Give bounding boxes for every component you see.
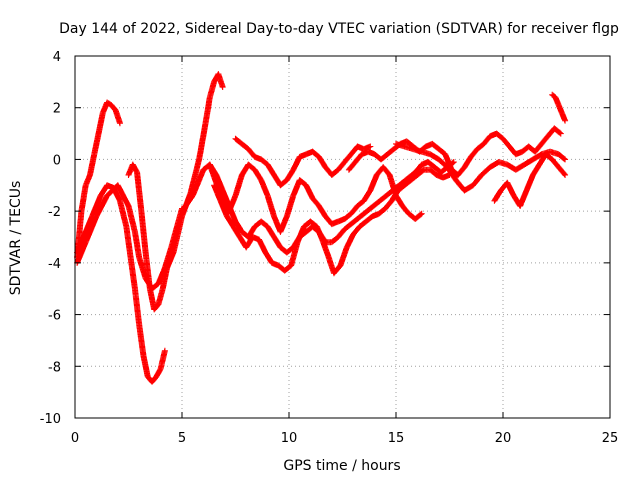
data-layer <box>74 71 569 385</box>
y-tick-label: 2 <box>53 102 61 117</box>
series-track-markers <box>492 152 568 208</box>
series-2 <box>74 182 168 385</box>
y-tick-label: -2 <box>48 205 61 220</box>
series-track-markers <box>233 136 373 188</box>
ticks-layer: 0 5 10 15 20 25 -10 -8 -6 -4 -2 0 2 4 <box>40 50 619 446</box>
series-track-markers <box>550 92 568 123</box>
series-10 <box>393 140 569 194</box>
x-tick-label: 0 <box>71 431 79 446</box>
x-axis-label: GPS time / hours <box>283 458 400 474</box>
grid-layer <box>75 56 610 418</box>
series-7 <box>206 159 457 256</box>
series-11 <box>491 151 569 209</box>
y-tick-label: -8 <box>48 360 61 375</box>
y-tick-label: 0 <box>53 153 61 168</box>
chart-title: Day 144 of 2022, Sidereal Day-to-day VTE… <box>59 21 619 37</box>
series-track-markers <box>207 159 456 255</box>
x-tick-label: 20 <box>495 431 512 446</box>
y-tick-label: -6 <box>48 309 61 324</box>
y-tick-label: 4 <box>53 50 61 65</box>
series-8 <box>232 135 374 189</box>
y-tick-label: -10 <box>40 412 61 427</box>
x-tick-label: 10 <box>281 431 298 446</box>
series-track-markers <box>74 182 168 384</box>
plot-frame <box>74 55 611 419</box>
series-track-markers <box>211 166 452 276</box>
x-tick-label: 5 <box>178 431 186 446</box>
y-tick-label: -4 <box>48 257 61 272</box>
series-12 <box>549 91 569 124</box>
y-axis-label: SDTVAR / TECUs <box>8 181 24 296</box>
x-tick-label: 25 <box>602 431 619 446</box>
x-tick-label: 15 <box>388 431 405 446</box>
